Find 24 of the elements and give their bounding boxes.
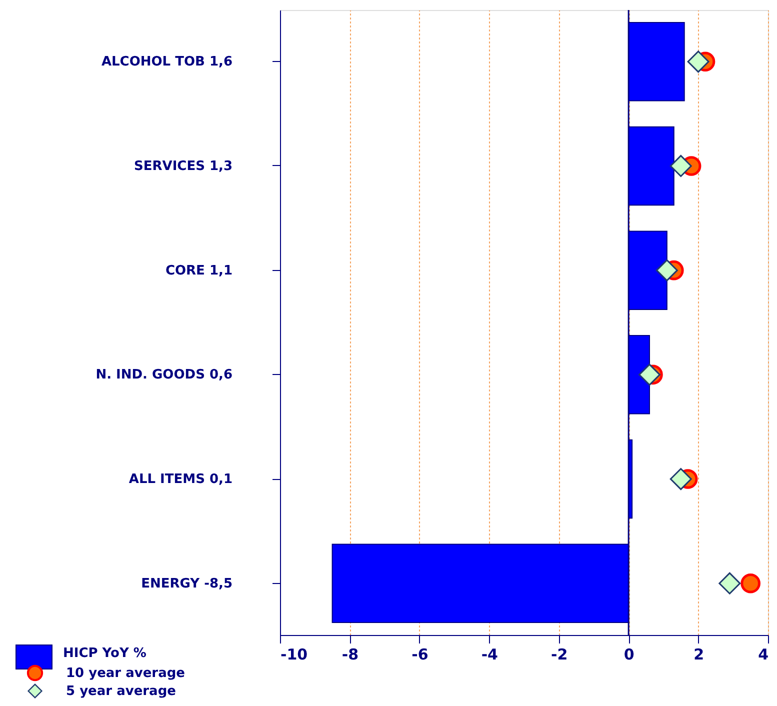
y-tick-label: ALCOHOL TOB 1,6 — [101, 54, 232, 70]
y-tick-label: N. IND. GOODS 0,6 — [96, 368, 232, 383]
x-tick-label: -8 — [342, 646, 359, 664]
y-tick-label: SERVICES 1,3 — [134, 158, 232, 174]
point — [687, 50, 710, 73]
y-tick-label: ENERGY -8,5 — [141, 576, 232, 592]
legend-label: HICP YoY % — [63, 646, 146, 661]
x-tick-label: -2 — [551, 646, 568, 664]
y-tick-label: ALL ITEMS 0,1 — [128, 472, 232, 488]
x-tick-label: 4 — [758, 646, 768, 664]
x-tick-label: -4 — [481, 646, 498, 664]
x-tick-label: 0 — [624, 646, 634, 664]
point — [656, 259, 678, 282]
x-tick-label: -6 — [412, 646, 428, 664]
point — [670, 154, 692, 177]
x-tick-label: 2 — [694, 646, 704, 664]
point — [670, 468, 692, 490]
legend-label: 5 year average — [66, 684, 176, 699]
point — [740, 573, 760, 594]
point — [638, 364, 660, 386]
y-tick-label: CORE 1,1 — [165, 263, 232, 278]
legend-label: 10 year average — [66, 666, 186, 681]
point — [718, 572, 741, 594]
x-tick-label: -10 — [280, 646, 308, 664]
